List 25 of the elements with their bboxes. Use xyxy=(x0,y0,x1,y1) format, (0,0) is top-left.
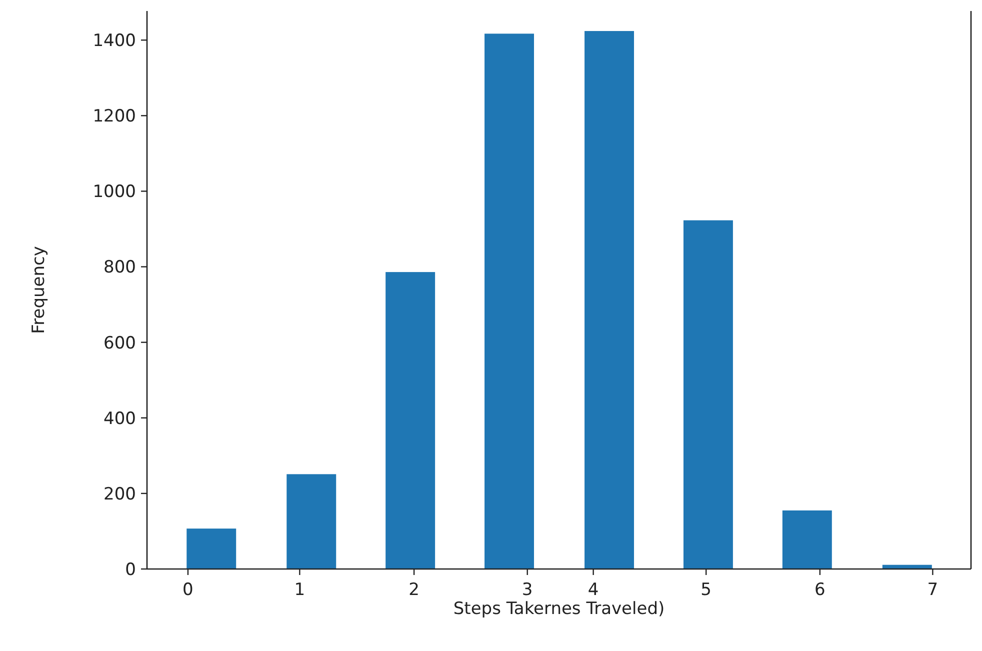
x-tick-label: 5 xyxy=(700,580,712,600)
x-tick-label: 6 xyxy=(814,580,826,600)
y-tick-label: 1200 xyxy=(92,106,136,127)
y-tick-label: 1000 xyxy=(92,182,136,202)
x-axis-title: Steps Takernes Traveled) xyxy=(453,599,665,619)
y-tick-label: 200 xyxy=(104,484,136,504)
bar xyxy=(484,34,534,569)
y-tick-label: 800 xyxy=(104,258,136,278)
y-tick-label: 1400 xyxy=(92,31,136,52)
bar xyxy=(286,474,336,569)
bar xyxy=(683,220,733,569)
bar xyxy=(386,272,436,569)
x-tick-label: 3 xyxy=(522,580,533,600)
y-tick-label: 600 xyxy=(104,333,136,354)
x-tick-label: 7 xyxy=(927,580,938,600)
y-axis-title: Frequency xyxy=(29,246,49,334)
bar xyxy=(186,528,236,569)
x-tick-label: 1 xyxy=(294,580,306,600)
bar xyxy=(584,31,634,569)
bar xyxy=(782,510,832,569)
y-tick-label: 0 xyxy=(125,560,136,580)
x-tick-label: 0 xyxy=(182,580,194,600)
y-tick-label: 400 xyxy=(104,408,136,429)
x-tick-label: 4 xyxy=(588,580,599,600)
x-tick-label: 2 xyxy=(408,580,420,600)
